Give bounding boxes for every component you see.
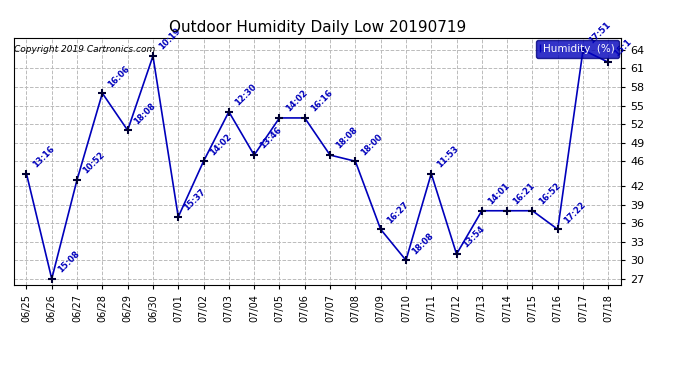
Text: 11:53: 11:53 (435, 144, 461, 170)
Text: 18:08: 18:08 (410, 231, 435, 256)
Text: 18:08: 18:08 (334, 126, 359, 151)
Text: 16:27: 16:27 (385, 200, 410, 225)
Text: 17:51: 17:51 (587, 20, 613, 46)
Text: 10:19: 10:19 (157, 27, 182, 52)
Text: 18:08: 18:08 (132, 101, 157, 126)
Text: 16:06: 16:06 (106, 64, 132, 89)
Title: Outdoor Humidity Daily Low 20190719: Outdoor Humidity Daily Low 20190719 (169, 20, 466, 35)
Text: 10:52: 10:52 (81, 150, 106, 176)
Text: 17:22: 17:22 (562, 200, 587, 225)
Text: 13:46: 13:46 (258, 126, 284, 151)
Text: 14:02: 14:02 (284, 88, 309, 114)
Text: 16:16: 16:16 (309, 88, 334, 114)
Text: 15:37: 15:37 (182, 188, 208, 213)
Text: 13:16: 13:16 (30, 144, 56, 170)
Text: 12:30: 12:30 (233, 82, 258, 108)
Text: 16:21: 16:21 (511, 181, 537, 207)
Text: Copyright 2019 Cartronics.com: Copyright 2019 Cartronics.com (14, 45, 156, 54)
Text: 15:1: 15:1 (613, 37, 633, 58)
Legend: Humidity  (%): Humidity (%) (535, 40, 619, 58)
Text: 13:54: 13:54 (461, 225, 486, 250)
Text: 16:52: 16:52 (537, 181, 562, 207)
Text: 14:02: 14:02 (208, 132, 233, 157)
Text: 15:08: 15:08 (56, 249, 81, 274)
Text: 14:01: 14:01 (486, 181, 511, 207)
Text: 18:00: 18:00 (359, 132, 384, 157)
